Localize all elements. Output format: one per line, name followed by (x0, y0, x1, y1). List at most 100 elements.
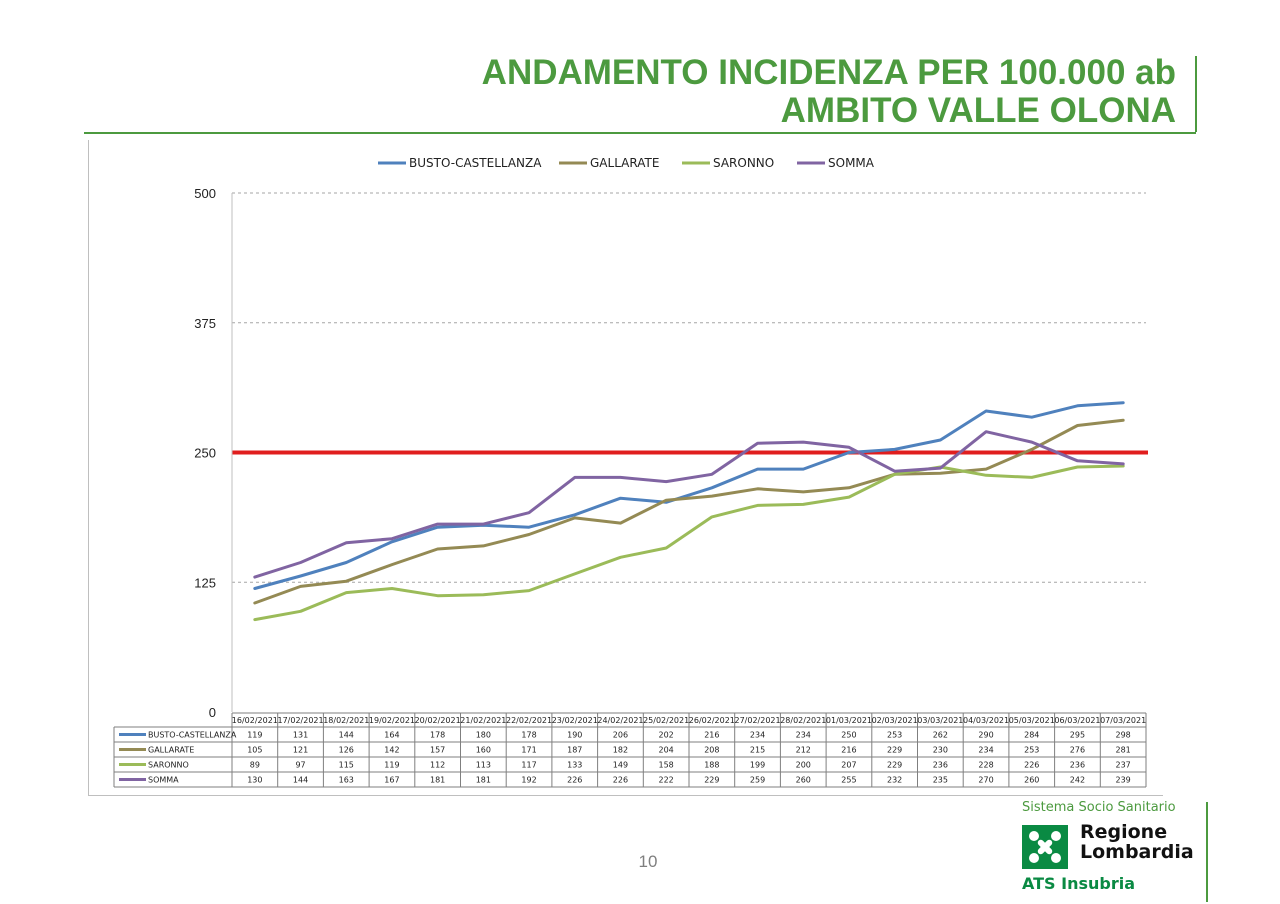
table-cell-value: 232 (887, 776, 902, 785)
table-cell-value: 113 (476, 761, 491, 770)
table-cell-value: 119 (247, 731, 262, 740)
table-cell-value: 167 (384, 776, 399, 785)
table-cell-value: 236 (933, 761, 948, 770)
x-tick-label: 25/02/2021 (643, 716, 689, 725)
x-tick-label: 07/03/2021 (1100, 716, 1146, 725)
legend-entry: GALLARATE (590, 156, 659, 170)
chart-frame (88, 140, 1163, 796)
table-cell-value: 115 (339, 761, 354, 770)
legend-entry: SARONNO (713, 156, 774, 170)
table-cell-value: 187 (567, 746, 582, 755)
table-cell-value: 226 (1024, 761, 1039, 770)
x-tick-label: 21/02/2021 (460, 716, 506, 725)
table-cell-value: 181 (476, 776, 491, 785)
title-horizontal-rule (84, 132, 1196, 134)
table-cell-value: 260 (1024, 776, 1039, 785)
table-cell-value: 180 (476, 731, 491, 740)
table-cell-value: 164 (384, 731, 399, 740)
logo-region-line-1: Regione (1080, 821, 1168, 843)
data-table: 16/02/2021 17/02/2021 18/02/2021 19/02/2021… (113, 712, 1147, 788)
table-cell-value: 182 (613, 746, 628, 755)
table-cell-value: 133 (567, 761, 582, 770)
table-cell-value: 130 (247, 776, 262, 785)
table-cell-value: 215 (750, 746, 765, 755)
series-line-2 (253, 464, 1125, 622)
table-cell-value: 119 (384, 761, 399, 770)
page-number: 10 (638, 852, 658, 871)
table-cell-value: 144 (293, 776, 308, 785)
table-cell-value: 171 (521, 746, 536, 755)
table-cell-value: 242 (1070, 776, 1085, 785)
table-cell-value: 206 (613, 731, 628, 740)
slide-title: ANDAMENTO INCIDENZA PER 100.000 ab AMBIT… (482, 54, 1176, 130)
table-cell-value: 255 (841, 776, 856, 785)
series-line-1 (253, 418, 1125, 605)
x-tick-label: 03/03/2021 (917, 716, 963, 725)
title-vertical-rule (1195, 56, 1197, 132)
table-cell-value: 131 (293, 731, 308, 740)
x-tick-label: 06/03/2021 (1054, 716, 1100, 725)
table-cell-value: 144 (339, 731, 354, 740)
table-cell-value: 158 (659, 761, 674, 770)
table-cell-value: 188 (704, 761, 719, 770)
legend-entry: SOMMA (828, 156, 875, 170)
table-row-label: GALLARATE (148, 746, 194, 755)
table-cell-value: 181 (430, 776, 445, 785)
table-cell-value: 229 (887, 761, 902, 770)
regione-lombardia-logo-icon (1022, 825, 1068, 869)
x-tick-label: 17/02/2021 (277, 716, 323, 725)
legend-entry: BUSTO-CASTELLANZA (409, 156, 542, 170)
table-cell-value: 216 (704, 731, 719, 740)
title-line-1: ANDAMENTO INCIDENZA PER 100.000 ab (481, 53, 1176, 92)
logo-vertical-rule (1206, 802, 1208, 902)
x-tick-label: 27/02/2021 (734, 716, 780, 725)
x-tick-label: 26/02/2021 (689, 716, 735, 725)
table-cell-value: 178 (521, 731, 536, 740)
table-cell-value: 228 (978, 761, 993, 770)
rosa-camuna-icon (1029, 831, 1061, 863)
table-cell-value: 236 (1070, 761, 1085, 770)
table-cell-value: 253 (887, 731, 902, 740)
x-tick-label: 22/02/2021 (506, 716, 552, 725)
x-tick-label: 23/02/2021 (552, 716, 598, 725)
x-tick-label: 16/02/2021 (232, 716, 278, 725)
table-cell-value: 276 (1070, 746, 1085, 755)
table-cell-value: 222 (659, 776, 674, 785)
y-tick-label: 375 (194, 316, 216, 331)
table-cell-value: 234 (978, 746, 993, 755)
table-cell-value: 216 (841, 746, 856, 755)
y-tick-label: 500 (194, 186, 216, 201)
y-tick-label: 250 (194, 446, 216, 461)
table-cell-value: 290 (978, 731, 993, 740)
logo-ats-text: ATS Insubria (1022, 874, 1136, 893)
grid-layer (232, 192, 1146, 583)
table-cell-value: 112 (430, 761, 445, 770)
table-cell-value: 199 (750, 761, 765, 770)
table-row-label: SOMMA (148, 776, 179, 785)
table-cell-value: 178 (430, 731, 445, 740)
x-tick-label: 28/02/2021 (780, 716, 826, 725)
x-tick-label: 24/02/2021 (597, 716, 643, 725)
table-cell-value: 229 (887, 746, 902, 755)
table-cell-value: 234 (750, 731, 765, 740)
table-cell-value: 204 (659, 746, 674, 755)
table-cell-value: 192 (521, 776, 536, 785)
y-axis: 0 125 250 375 500 (194, 186, 233, 720)
table-cell-value: 208 (704, 746, 719, 755)
table-cell-value: 212 (796, 746, 811, 755)
table-cell-value: 89 (250, 761, 260, 770)
table-cell-value: 253 (1024, 746, 1039, 755)
table-cell-value: 149 (613, 761, 628, 770)
table-cell-value: 207 (841, 761, 856, 770)
table-cell-value: 239 (1116, 776, 1131, 785)
x-tick-label: 04/03/2021 (963, 716, 1009, 725)
legend: BUSTO-CASTELLANZA GALLARATE SARONNO SOMMA (378, 156, 875, 170)
table-cell-value: 117 (521, 761, 536, 770)
table-cell-value: 295 (1070, 731, 1085, 740)
table-cell-value: 270 (978, 776, 993, 785)
title-line-2: AMBITO VALLE OLONA (780, 91, 1176, 130)
table-row-label: BUSTO-CASTELLANZA (148, 731, 237, 740)
logo-region-name: Regione Lombardia (1080, 822, 1194, 862)
x-tick-label: 18/02/2021 (323, 716, 369, 725)
table-cell-value: 163 (339, 776, 354, 785)
